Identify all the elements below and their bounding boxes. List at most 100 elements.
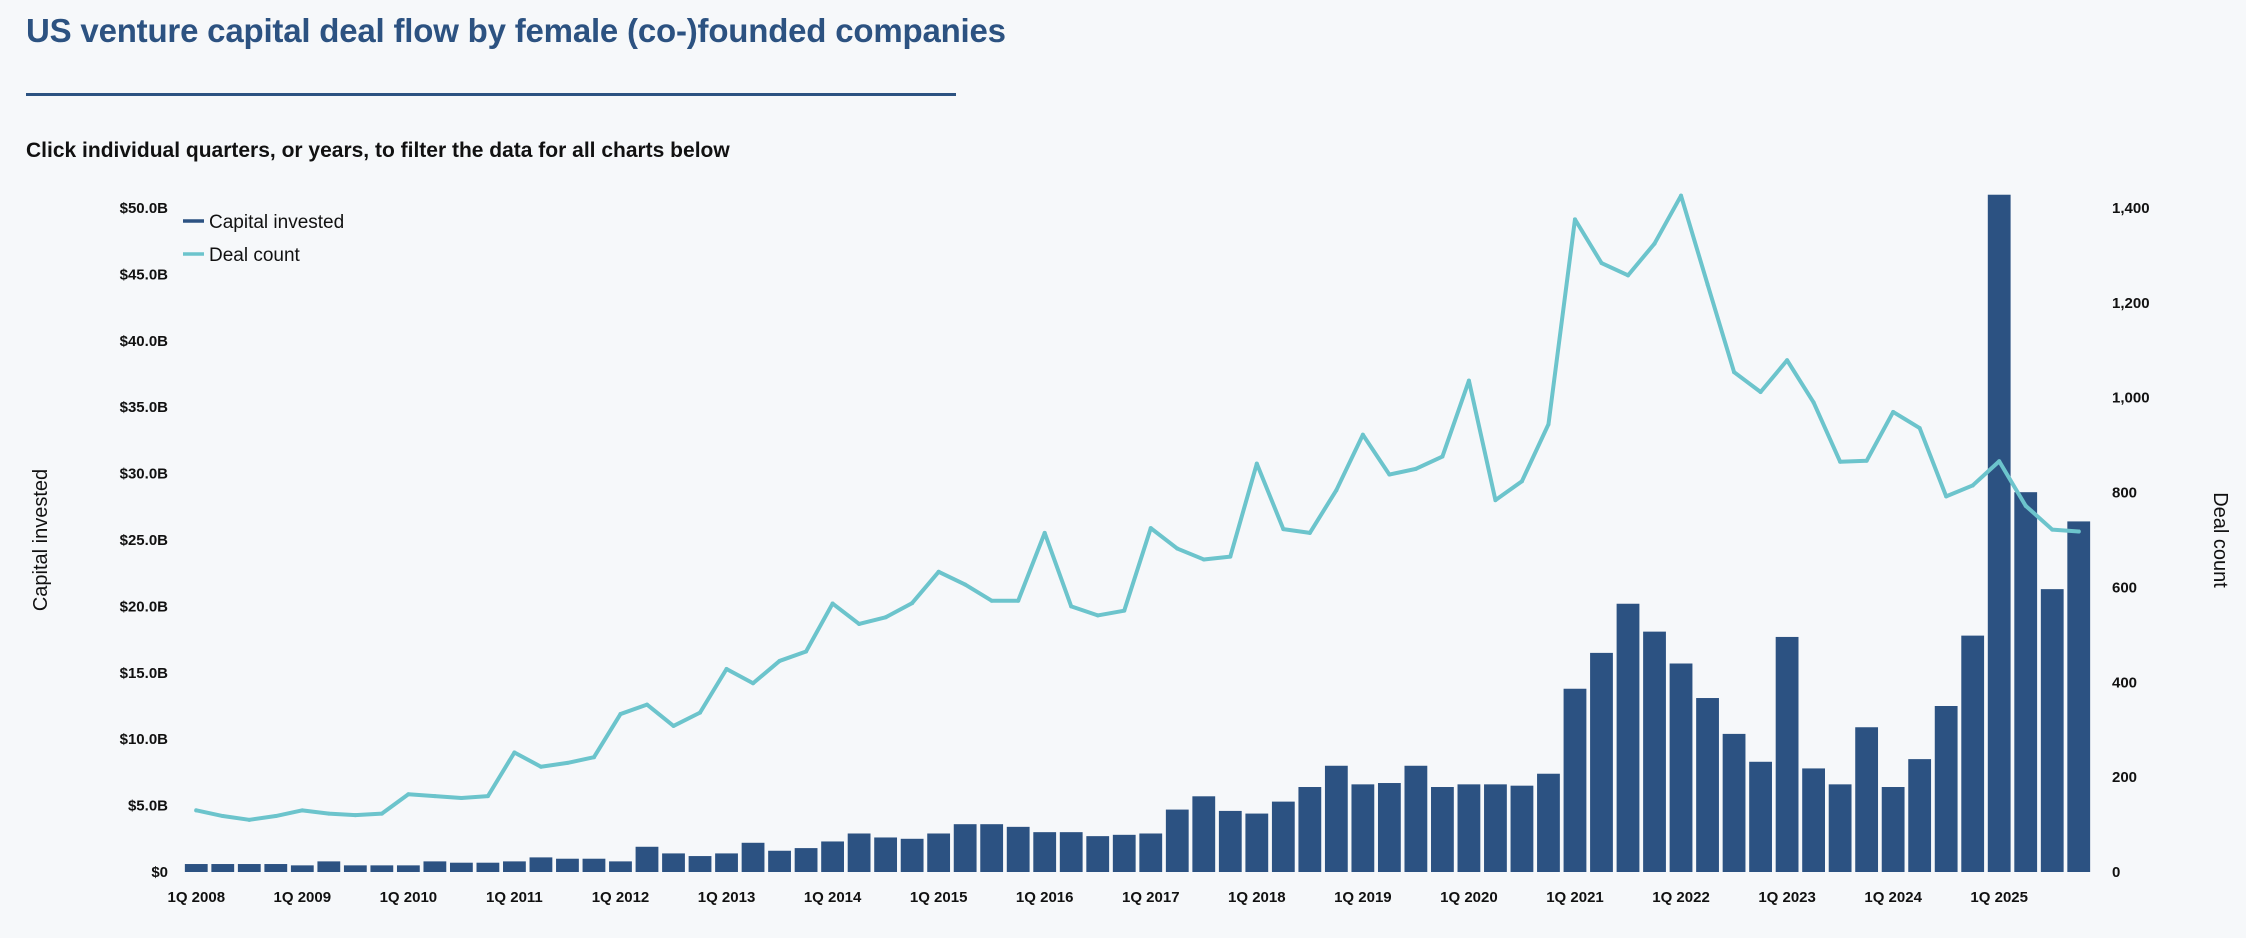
capital-bar[interactable] <box>1324 765 1348 872</box>
deal-count-point[interactable] <box>1281 527 1286 532</box>
x-tick-label[interactable]: 1Q 2023 <box>1758 889 1816 906</box>
capital-bar[interactable] <box>1722 733 1746 872</box>
deal-count-point[interactable] <box>1387 472 1392 477</box>
capital-bar[interactable] <box>609 861 632 872</box>
capital-bar[interactable] <box>1351 784 1375 872</box>
capital-bar[interactable] <box>2014 492 2038 872</box>
deal-count-point[interactable] <box>1148 526 1153 531</box>
deal-count-point[interactable] <box>910 601 915 606</box>
capital-bar[interactable] <box>1775 636 1799 872</box>
deal-count-point[interactable] <box>1493 498 1498 503</box>
capital-bar[interactable] <box>847 833 871 872</box>
deal-count-point[interactable] <box>1175 546 1180 551</box>
capital-bar[interactable] <box>211 864 235 872</box>
deal-count-point[interactable] <box>538 764 543 769</box>
x-tick-label[interactable]: 1Q 2008 <box>167 889 225 906</box>
capital-bar[interactable] <box>317 861 341 872</box>
deal-count-point[interactable] <box>220 814 225 819</box>
x-tick-label[interactable]: 1Q 2016 <box>1016 889 1074 906</box>
capital-bar[interactable] <box>476 862 500 872</box>
deal-count-point[interactable] <box>1705 282 1710 287</box>
x-tick-label[interactable]: 1Q 2009 <box>274 889 332 906</box>
capital-bar[interactable] <box>2040 589 2064 872</box>
deal-count-point[interactable] <box>247 817 252 822</box>
capital-bar[interactable] <box>635 846 659 872</box>
deal-count-point[interactable] <box>1228 554 1233 559</box>
x-tick-label[interactable]: 1Q 2020 <box>1440 889 1498 906</box>
capital-bar[interactable] <box>290 865 314 872</box>
capital-bar[interactable] <box>1192 796 1216 872</box>
deal-count-point[interactable] <box>698 710 703 715</box>
capital-bar[interactable] <box>184 864 208 872</box>
capital-bar[interactable] <box>237 864 261 872</box>
x-tick-label[interactable]: 1Q 2025 <box>1970 889 2028 906</box>
deal-count-point[interactable] <box>1016 598 1021 603</box>
capital-bar[interactable] <box>715 853 738 872</box>
capital-bar[interactable] <box>423 861 447 872</box>
deal-count-point[interactable] <box>1917 426 1922 431</box>
capital-bar[interactable] <box>1987 194 2011 873</box>
capital-bar[interactable] <box>821 841 844 872</box>
capital-bar[interactable] <box>1139 833 1163 872</box>
capital-bar[interactable] <box>1112 834 1136 872</box>
capital-bar[interactable] <box>1245 813 1269 872</box>
capital-bar[interactable] <box>1510 785 1534 872</box>
deal-count-point[interactable] <box>485 794 490 799</box>
deal-count-point[interactable] <box>300 808 305 813</box>
x-tick-label[interactable]: 1Q 2014 <box>804 889 862 906</box>
capital-bar[interactable] <box>1404 765 1428 872</box>
deal-count-point[interactable] <box>1970 483 1975 488</box>
capital-bar[interactable] <box>1590 652 1613 872</box>
deal-count-point[interactable] <box>1652 241 1657 246</box>
capital-bar[interactable] <box>1643 631 1666 872</box>
capital-bar[interactable] <box>1828 784 1852 872</box>
deal-count-point[interactable] <box>1095 613 1100 618</box>
deal-count-point[interactable] <box>273 814 278 819</box>
deal-count-point[interactable] <box>883 615 888 620</box>
x-tick-label[interactable]: 1Q 2022 <box>1652 889 1710 906</box>
deal-count-point[interactable] <box>353 813 358 818</box>
capital-bar[interactable] <box>529 857 553 872</box>
deal-count-point[interactable] <box>724 667 729 672</box>
capital-bar[interactable] <box>343 865 367 872</box>
capital-bar[interactable] <box>1059 832 1083 872</box>
capital-bar[interactable] <box>370 865 394 872</box>
deal-count-point[interactable] <box>751 681 756 686</box>
x-tick-label[interactable]: 1Q 2019 <box>1334 889 1392 906</box>
x-tick-label[interactable]: 1Q 2015 <box>910 889 968 906</box>
deal-count-point[interactable] <box>963 582 968 587</box>
deal-count-point[interactable] <box>1572 217 1577 222</box>
deal-count-point[interactable] <box>777 658 782 663</box>
deal-count-point[interactable] <box>1334 488 1339 493</box>
deal-count-point[interactable] <box>1254 461 1259 466</box>
capital-bar[interactable] <box>1563 688 1587 872</box>
deal-count-point[interactable] <box>936 569 941 574</box>
capital-bar[interactable] <box>264 864 288 872</box>
capital-bar[interactable] <box>741 842 765 872</box>
deal-count-point[interactable] <box>1466 378 1471 383</box>
x-tick-label[interactable]: 1Q 2018 <box>1228 889 1286 906</box>
capital-bar[interactable] <box>2067 521 2091 872</box>
capital-bar[interactable] <box>1881 787 1905 872</box>
capital-bar[interactable] <box>503 861 526 872</box>
deal-count-point[interactable] <box>1360 432 1365 437</box>
deal-count-point[interactable] <box>1732 370 1737 375</box>
capital-bar[interactable] <box>688 856 712 872</box>
deal-count-point[interactable] <box>194 808 199 813</box>
deal-count-point[interactable] <box>1122 608 1127 613</box>
x-tick-label[interactable]: 1Q 2021 <box>1546 889 1604 906</box>
deal-count-point[interactable] <box>644 702 649 707</box>
x-tick-label[interactable]: 1Q 2013 <box>698 889 756 906</box>
deal-count-point[interactable] <box>1307 530 1312 535</box>
deal-count-point[interactable] <box>406 792 411 797</box>
x-tick-label[interactable]: 1Q 2012 <box>592 889 650 906</box>
deal-count-point[interactable] <box>671 723 676 728</box>
deal-count-point[interactable] <box>1519 479 1524 484</box>
capital-bar[interactable] <box>1749 761 1772 872</box>
deal-count-point[interactable] <box>1679 193 1684 198</box>
deal-count-point[interactable] <box>1891 409 1896 414</box>
deal-count-point[interactable] <box>326 811 331 816</box>
deal-count-point[interactable] <box>1201 557 1206 562</box>
capital-bar[interactable] <box>1669 663 1693 873</box>
capital-bar[interactable] <box>1537 773 1560 872</box>
